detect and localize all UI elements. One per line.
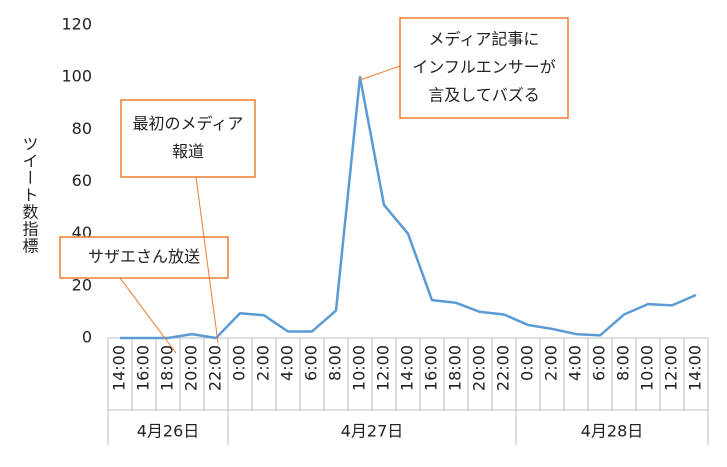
x-tick-label: 22:00 (494, 345, 513, 391)
annotation-text: 言及してバズる (428, 86, 540, 105)
x-tick-label: 18:00 (158, 345, 177, 391)
y-tick-label: 20 (72, 275, 92, 294)
line-series (120, 75, 697, 340)
group-label: 4月28日 (581, 422, 644, 441)
x-tick-label: 10:00 (350, 345, 369, 391)
x-tick-label: 14:00 (686, 345, 705, 391)
x-tick-label: 6:00 (590, 345, 609, 381)
x-tick-label: 6:00 (302, 345, 321, 381)
x-tick-label: 16:00 (134, 345, 153, 391)
x-tick-label: 12:00 (662, 345, 681, 391)
annotation-leader (359, 65, 401, 81)
x-tick-label: 2:00 (542, 345, 561, 381)
x-tick-label: 20:00 (470, 345, 489, 391)
x-tick-label: 8:00 (614, 345, 633, 381)
x-tick-label: 2:00 (254, 345, 273, 381)
y-tick-label: 80 (72, 119, 92, 138)
x-tick-label: 18:00 (446, 345, 465, 391)
group-label: 4月26日 (137, 422, 200, 441)
annotation-text: インフルエンサーが (412, 58, 556, 77)
y-tick-label: 60 (72, 171, 92, 190)
x-tick-label: 0:00 (518, 345, 537, 381)
x-tick-label: 20:00 (182, 345, 201, 391)
y-tick-label: 100 (61, 67, 92, 86)
y-tick-label: 120 (61, 15, 92, 34)
annotation-leader (119, 277, 177, 354)
annotation-text: メディア記事に (429, 30, 540, 49)
x-tick-label: 16:00 (422, 345, 441, 391)
x-tick-label: 4:00 (566, 345, 585, 381)
y-tick-label: 0 (82, 328, 92, 347)
x-tick-label: 4:00 (278, 345, 297, 381)
annotation-box (120, 99, 256, 178)
x-tick-label: 10:00 (638, 345, 657, 391)
group-label: 4月27日 (341, 422, 404, 441)
annotation-text: サザエさん放送 (88, 247, 200, 266)
y-axis-label: ツイート数指標 (20, 136, 39, 255)
x-tick-label: 14:00 (110, 345, 129, 391)
x-tick-label: 12:00 (374, 345, 393, 391)
x-tick-label: 0:00 (230, 345, 249, 381)
annotation-leader (195, 176, 219, 344)
x-tick-label: 22:00 (206, 345, 225, 391)
x-tick-label: 8:00 (326, 345, 345, 381)
annotation-box (399, 17, 569, 119)
annotation-text: 報道 (172, 142, 204, 161)
annotation-text: 最初のメディア (133, 114, 244, 133)
annotation-box (59, 236, 229, 279)
x-tick-label: 14:00 (398, 345, 417, 391)
